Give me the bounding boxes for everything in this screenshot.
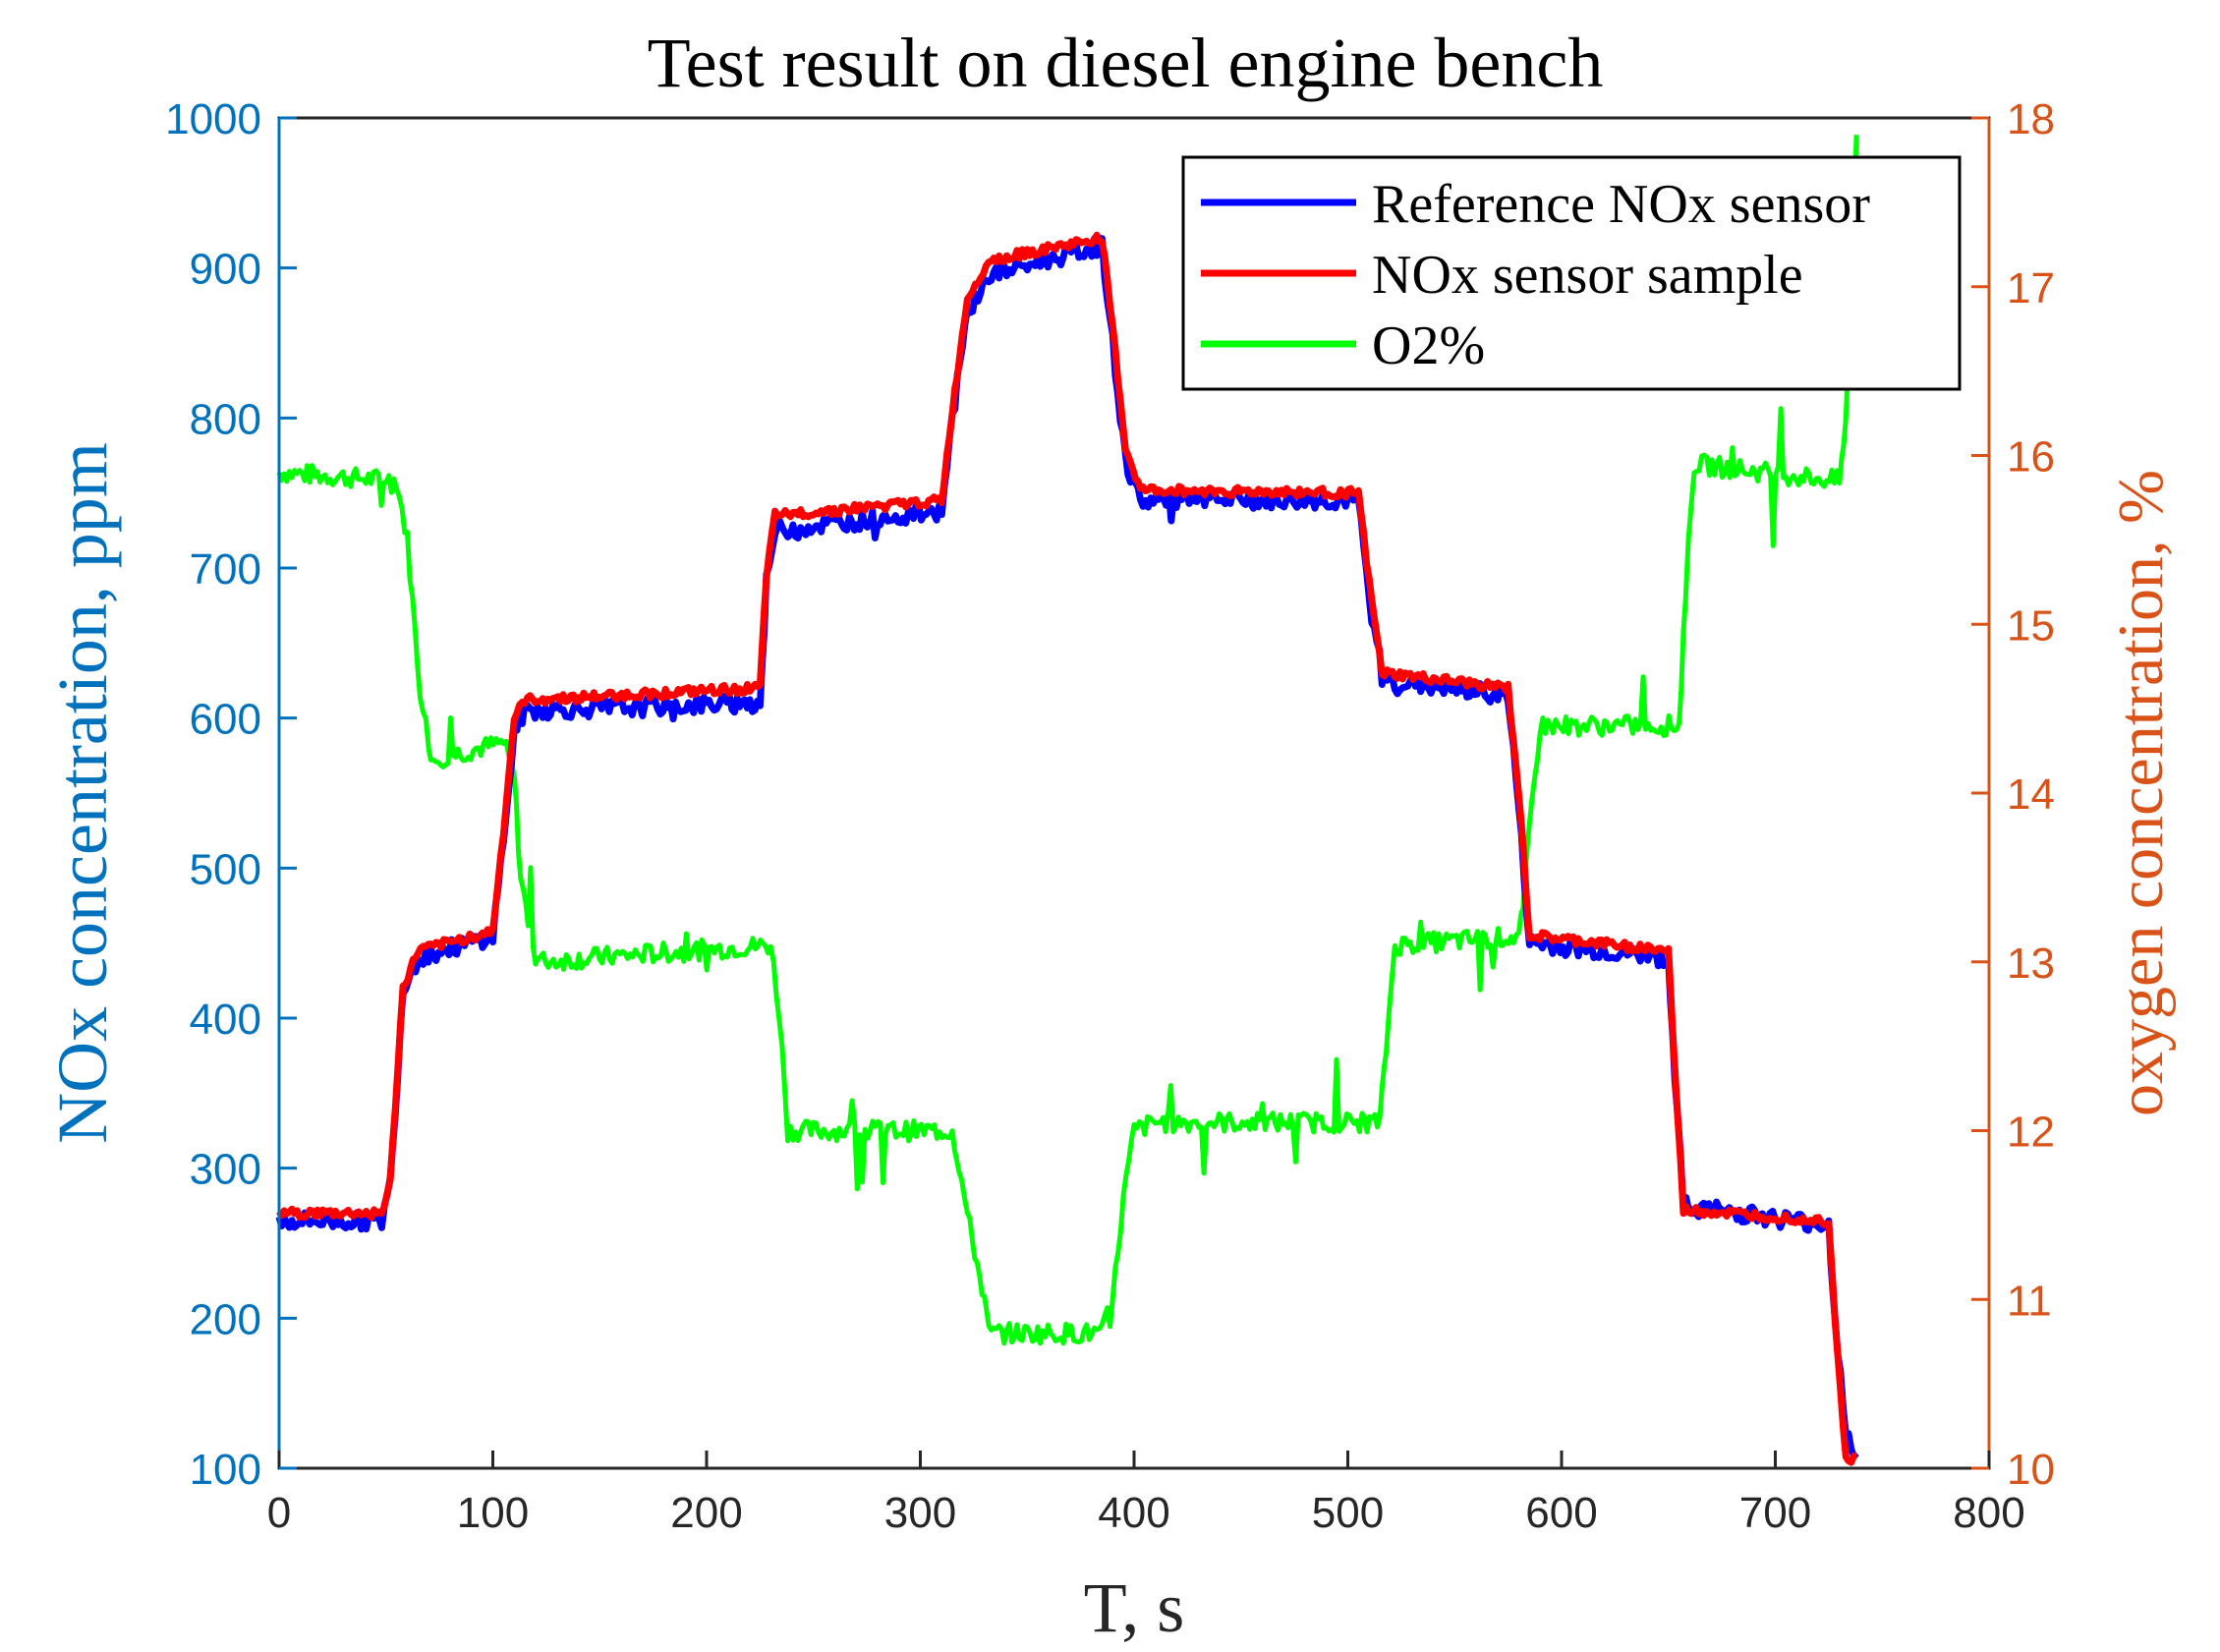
- x-tick-label: 800: [1953, 1489, 2024, 1537]
- ticks: 0 100 200 300 400 500 600 700 800100200300400500…: [165, 95, 2055, 1537]
- y-left-tick-label: 400: [190, 996, 261, 1044]
- y-axis-label-right: oxygen concentration, %: [2105, 470, 2177, 1116]
- y-right-tick-label: 11: [2007, 1277, 2052, 1325]
- y-left-tick-label: 300: [190, 1146, 261, 1194]
- y-axis-label-left: NOx concentration, ppm: [43, 442, 122, 1144]
- plot-content: [275, 135, 1859, 1466]
- chart-title: Test result on diesel engine bench: [648, 24, 1604, 102]
- x-axis-label: T, s: [1084, 1568, 1185, 1647]
- x-tick-label: 600: [1525, 1489, 1597, 1537]
- y-right-tick-label: 17: [2007, 264, 2055, 313]
- legend-label-sample: NOx sensor sample: [1372, 245, 1803, 306]
- y-left-tick-label: 700: [190, 545, 261, 594]
- x-tick-label: 0: [267, 1489, 291, 1537]
- y-left-tick-label: 200: [190, 1295, 261, 1343]
- y-left-tick-label: 100: [190, 1446, 261, 1494]
- legend-label-reference: Reference NOx sensor: [1372, 174, 1870, 235]
- x-tick-label: 500: [1312, 1489, 1384, 1537]
- y-right-tick-label: 13: [2007, 940, 2055, 988]
- x-tick-label: 100: [457, 1489, 529, 1537]
- y-left-tick-label: 500: [190, 845, 261, 893]
- legend-label-o2: O2%: [1372, 315, 1485, 376]
- y-right-tick-label: 16: [2007, 433, 2055, 482]
- legend: Reference NOx sensor NOx sensor sample O…: [1181, 155, 1962, 391]
- x-tick-label: 400: [1098, 1489, 1169, 1537]
- x-tick-label: 200: [670, 1489, 742, 1537]
- y-left-tick-label: 800: [190, 395, 261, 443]
- series-line-reference: [275, 234, 1859, 1460]
- y-left-tick-label: 1000: [165, 95, 261, 143]
- y-right-tick-label: 12: [2007, 1109, 2055, 1157]
- y-left-tick-label: 900: [190, 246, 261, 294]
- y-right-tick-label: 10: [2007, 1446, 2055, 1494]
- series-line-sample: [276, 231, 1857, 1466]
- y-left-tick-label: 600: [190, 696, 261, 744]
- x-tick-label: 300: [884, 1489, 956, 1537]
- series-line-o2: [276, 135, 1859, 1346]
- y-right-tick-label: 14: [2007, 770, 2055, 819]
- y-right-tick-label: 18: [2007, 95, 2055, 143]
- y-right-tick-label: 15: [2007, 601, 2055, 650]
- x-tick-label: 700: [1739, 1489, 1811, 1537]
